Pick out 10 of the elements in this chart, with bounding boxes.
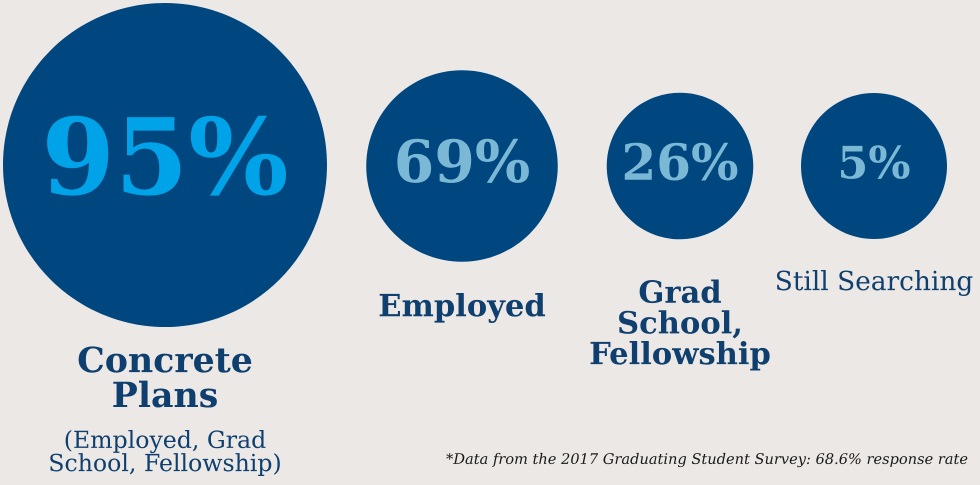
category-label: Concrete Plans (78, 346, 252, 408)
text: *Data from the 2017 Graduating Student Survey: 68.6% response rate (446, 452, 968, 468)
data-label: 95% (47, 116, 286, 196)
category-label: Grad School, Fellowship (590, 279, 770, 371)
text: (Employed, Grad School, Fellowship) (50, 430, 280, 476)
data-label: 69% (397, 138, 529, 183)
category-label: Still Searching (776, 270, 972, 296)
data-label: 5% (841, 145, 910, 179)
data-label: 26% (624, 142, 738, 181)
category-label: Employed (380, 292, 546, 324)
